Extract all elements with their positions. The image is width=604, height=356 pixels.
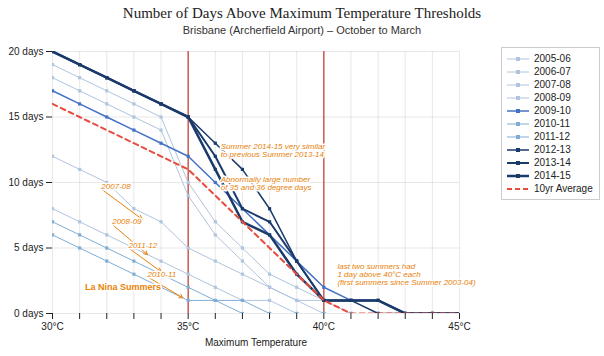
svg-text:2007-08: 2007-08 bbox=[100, 182, 131, 191]
html-text:2007-08: 2007-08 bbox=[534, 79, 571, 90]
svg-text:20 days: 20 days bbox=[8, 46, 43, 57]
svg-text:35°C: 35°C bbox=[177, 321, 199, 332]
html-text:10yr Average: 10yr Average bbox=[534, 183, 593, 194]
svg-text:40°C: 40°C bbox=[313, 321, 335, 332]
html-text:Number of Days Above Maximum T: Number of Days Above Maximum Temperature… bbox=[122, 5, 482, 21]
html-text:2014-15: 2014-15 bbox=[534, 170, 571, 181]
svg-text:30°C: 30°C bbox=[41, 321, 63, 332]
svg-text:2010-11: 2010-11 bbox=[146, 270, 176, 279]
svg-text:10 days: 10 days bbox=[8, 177, 43, 188]
html-text:2009-10: 2009-10 bbox=[534, 105, 571, 116]
html-text:2006-07: 2006-07 bbox=[534, 66, 571, 77]
svg-text:Summer 2014-15 very similarto: Summer 2014-15 very similarto previous S… bbox=[221, 142, 326, 159]
svg-text:Abnormally large numberof 35 a: Abnormally large numberof 35 and 36 degr… bbox=[220, 175, 312, 192]
html-text:Brisbane (Archerfield Airport): Brisbane (Archerfield Airport) – October… bbox=[182, 24, 422, 36]
html-text:2013-14: 2013-14 bbox=[534, 157, 571, 168]
html-text:2010-11: 2010-11 bbox=[534, 118, 570, 129]
svg-text:0 days: 0 days bbox=[14, 308, 43, 319]
svg-text:2008-09: 2008-09 bbox=[111, 217, 142, 226]
html-text:2005-06: 2005-06 bbox=[534, 53, 571, 64]
svg-text:45°C: 45°C bbox=[448, 321, 470, 332]
html-text:2011-12: 2011-12 bbox=[534, 131, 570, 142]
svg-text:Maximum Temperature: Maximum Temperature bbox=[205, 337, 308, 348]
svg-text:15 days: 15 days bbox=[8, 111, 43, 122]
svg-text:last two summers had1 day abov: last two summers had1 day above 40°C eac… bbox=[337, 262, 476, 287]
html-text:2012-13: 2012-13 bbox=[534, 144, 571, 155]
svg-text:5 days: 5 days bbox=[14, 242, 43, 253]
svg-text:La Nina Summers: La Nina Summers bbox=[85, 282, 161, 292]
svg-text:2011-12: 2011-12 bbox=[127, 241, 157, 250]
html-text:2008-09: 2008-09 bbox=[534, 92, 571, 103]
